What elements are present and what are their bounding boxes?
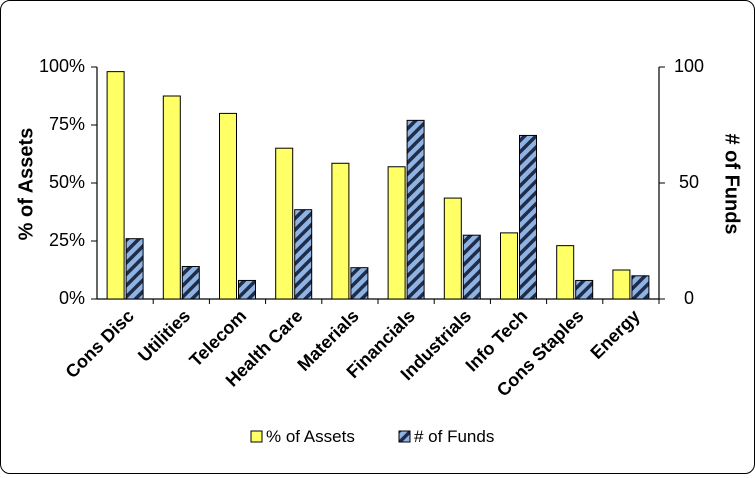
bar-funds [125,238,144,300]
bar-assets [106,71,125,300]
bar-funds [294,209,313,300]
y-right-tick-label: 50 [679,172,699,192]
bar-assets [500,232,518,300]
x-category-label: Cons Disc [62,306,138,382]
bar-funds [575,279,594,300]
bar-funds [462,234,481,300]
bar-funds [238,279,256,300]
legend: % of Assets # of Funds [250,427,494,446]
legend-label-funds: # of Funds [414,427,494,446]
y-left-tick-label: 0% [59,288,85,308]
y-right-tick-label: 0 [684,288,694,308]
y-right-axis-title: # of Funds [721,133,743,234]
bar-assets [443,197,462,300]
legend-swatch-funds [398,430,411,443]
bar-assets [162,95,181,300]
x-category-label: Energy [586,306,643,363]
bar-assets [387,166,406,300]
y-left-tick-label: 25% [49,230,85,250]
bar-funds [181,266,200,300]
bars-group [106,71,650,300]
bar-funds [631,275,650,300]
y-left-axis-title: % of Assets [15,128,37,241]
y-left-tick-label: 100% [39,56,85,76]
bar-funds [406,119,425,300]
y-left-tick-label: 75% [49,114,85,134]
y-right-tick-label: 100 [674,56,704,76]
bar-assets [556,245,575,300]
legend-label-assets: % of Assets [266,427,355,446]
bar-assets [331,162,350,300]
bar-assets [612,269,631,300]
legend-swatch-assets [250,430,263,443]
bar-funds [519,134,537,300]
bar-funds [350,267,369,300]
bar-assets [275,147,294,300]
y-left-tick-label: 50% [49,172,85,192]
bar-assets [219,112,237,300]
